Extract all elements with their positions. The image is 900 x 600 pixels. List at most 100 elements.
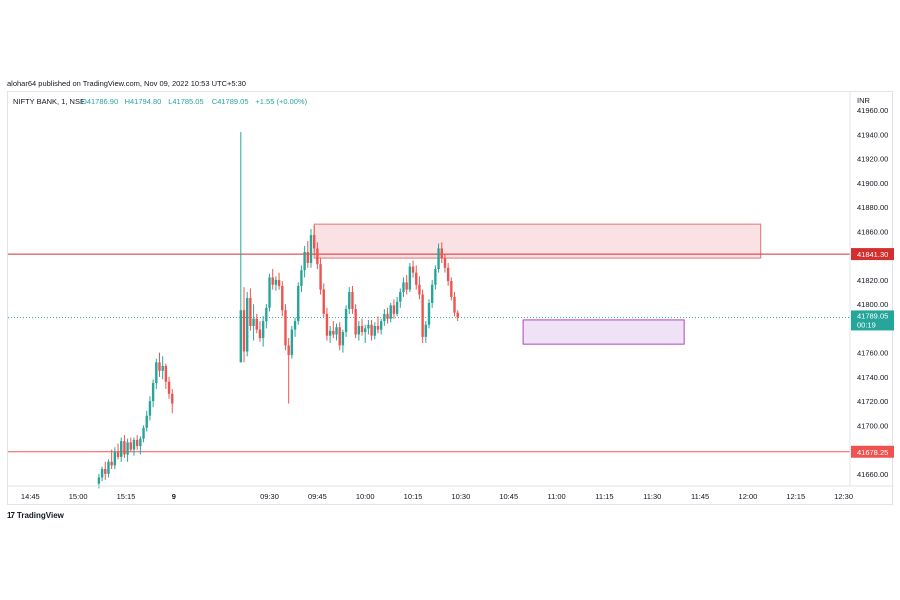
candle <box>430 279 434 308</box>
candle-body <box>242 310 246 352</box>
candle <box>239 132 243 363</box>
candlestick-chart[interactable]: 41960.00 41940.00 41920.00 41900.00 41880.00… <box>8 92 894 506</box>
candle <box>434 265 437 290</box>
candle-body <box>376 325 380 330</box>
candle-body <box>335 327 338 335</box>
price-tick-label: 41940.00 <box>857 130 888 139</box>
candle <box>290 325 294 359</box>
candle-body <box>341 332 345 346</box>
candle-body <box>171 393 174 404</box>
time-tick-label: 11:00 <box>547 492 565 501</box>
candle <box>379 318 383 335</box>
candle <box>453 292 456 317</box>
candle <box>265 304 268 329</box>
candle <box>351 285 354 314</box>
candle-body <box>383 313 386 322</box>
price-tick-label: 41800.00 <box>857 300 888 309</box>
candle <box>100 466 104 482</box>
candle <box>328 325 332 343</box>
candle <box>161 356 164 380</box>
candle-body <box>338 327 341 346</box>
candle <box>277 272 281 290</box>
candle <box>411 260 415 278</box>
candle-body <box>100 469 104 478</box>
candle-body <box>161 365 164 371</box>
candle-body <box>373 325 376 336</box>
candle-body <box>440 248 443 259</box>
candle <box>123 435 126 459</box>
candle <box>242 287 246 363</box>
candle <box>158 352 161 377</box>
candle-body <box>155 362 158 383</box>
candle-body <box>110 461 113 466</box>
candle <box>325 307 329 341</box>
currency-label: INR <box>857 96 871 105</box>
candle <box>287 338 290 404</box>
candle <box>252 304 255 341</box>
candle <box>399 288 402 308</box>
candle <box>424 321 428 343</box>
candle <box>284 304 287 351</box>
candle-body <box>293 321 297 330</box>
ohlc-c: C41789.05 <box>212 97 249 106</box>
last-price-marker-bg <box>851 310 894 331</box>
candle <box>418 276 421 300</box>
candle <box>309 228 313 268</box>
candle <box>386 307 389 324</box>
candle-body <box>139 438 142 446</box>
candle-body <box>367 324 370 329</box>
candle <box>312 225 316 254</box>
price-marker-bg <box>851 445 894 458</box>
candle-body <box>316 248 319 265</box>
candle <box>408 262 412 293</box>
time-tick-label: 15:00 <box>69 492 88 501</box>
candle-body <box>261 321 265 339</box>
candle-body <box>443 258 447 268</box>
candle-body <box>239 310 243 363</box>
price-tick-label: 41720.00 <box>857 397 888 406</box>
tradingview-logo[interactable]: 17 TradingView <box>7 511 64 520</box>
candle-body <box>297 285 300 322</box>
candle <box>148 396 152 421</box>
brand-name: TradingView <box>16 511 64 520</box>
candle <box>383 309 386 326</box>
candle <box>261 316 265 347</box>
chart-frame[interactable]: 41960.00 41940.00 41920.00 41900.00 41880.00… <box>7 91 894 506</box>
price-marker-label: 41841.30 <box>857 250 888 259</box>
candle-body <box>395 301 399 314</box>
price-tick-label: 41820.00 <box>857 276 888 285</box>
candle <box>370 319 373 341</box>
ohlc-l: L41785.05 <box>168 97 203 106</box>
candle-body <box>450 281 453 297</box>
candle-body <box>151 382 155 402</box>
candle-body <box>274 279 278 285</box>
candle <box>405 275 408 295</box>
candle-body <box>418 284 421 295</box>
candle-body <box>281 285 284 311</box>
ohlc-o: O41786.90 <box>81 97 118 106</box>
last-price-label: 41789.05 <box>857 311 888 320</box>
price-tick-label: 41960.00 <box>857 106 888 115</box>
candle <box>437 243 440 273</box>
candle <box>164 363 168 390</box>
candle <box>274 276 278 291</box>
price-tick-label: 41880.00 <box>857 203 888 212</box>
time-tick-label: 11:30 <box>643 492 661 501</box>
candle <box>167 376 171 399</box>
candle <box>322 283 325 318</box>
candle-body <box>424 324 428 337</box>
candle <box>354 304 357 339</box>
candle <box>268 273 271 312</box>
time-tick-label: 14:45 <box>21 492 40 501</box>
candle <box>155 358 158 390</box>
price-marker-bg <box>851 248 894 261</box>
candle-body <box>252 318 255 326</box>
time-tick-label: 10:00 <box>356 492 375 501</box>
candle-body <box>113 452 117 466</box>
candle-body <box>306 252 310 263</box>
candle <box>116 443 120 460</box>
candle-body <box>158 362 161 371</box>
candle <box>446 262 450 286</box>
candle-body <box>364 328 367 333</box>
candle <box>135 435 139 450</box>
